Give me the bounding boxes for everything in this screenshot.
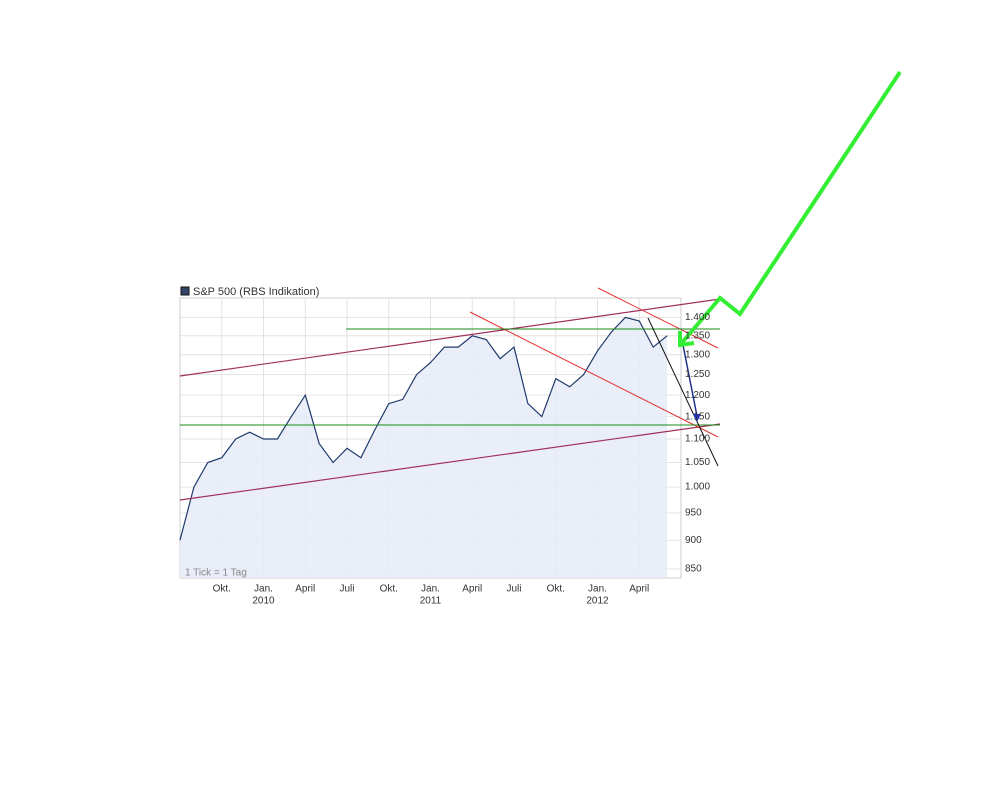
x-tick-label: April (295, 584, 315, 595)
x-year-label: 2010 (252, 596, 275, 607)
y-tick-label: 1.250 (685, 369, 710, 380)
x-year-label: 2011 (420, 596, 442, 607)
area (180, 317, 668, 578)
y-tick-label: 950 (685, 508, 702, 519)
y-tick-label: 1.000 (685, 482, 710, 493)
y-tick-label: 1.050 (685, 457, 710, 468)
x-tick-label: April (629, 584, 649, 595)
legend-label: S&P 500 (RBS Indikation) (193, 286, 319, 298)
x-tick-label: Juli (506, 584, 521, 595)
y-tick-label: 1.150 (685, 411, 710, 422)
annotations (179, 70, 902, 501)
forecast-arrow-head (678, 331, 695, 348)
forecast-arrow (678, 70, 902, 347)
x-tick-label: Juli (339, 584, 354, 595)
trend-line (469, 311, 719, 438)
x-tick-label: Okt. (380, 584, 398, 595)
y-tick-label: 1.300 (685, 349, 710, 360)
x-tick-label: Jan. (421, 584, 440, 595)
y-tick-label: 1.350 (685, 330, 710, 341)
y-tick-label: 850 (685, 564, 702, 575)
note: 1 Tick = 1 Tag (185, 568, 247, 579)
y-tick-label: 1.400 (685, 312, 710, 323)
x-tick-label: Okt. (547, 584, 565, 595)
trend-line (179, 298, 721, 377)
y-tick-label: 900 (685, 535, 702, 546)
y-tick-label: 1.200 (685, 390, 710, 401)
projection-line (682, 344, 698, 417)
trend-line (179, 423, 721, 501)
trend-line (597, 287, 719, 349)
x-year-label: 2012 (586, 596, 609, 607)
x-tick-label: Jan. (254, 584, 273, 595)
trend-line (647, 317, 719, 467)
arrow-head (693, 414, 701, 422)
x-tick-label: April (462, 584, 482, 595)
y-tick-label: 1.100 (685, 434, 710, 445)
legend-swatch (180, 286, 190, 296)
x-tick-label: Okt. (213, 584, 231, 595)
x-tick-label: Jan. (588, 584, 607, 595)
